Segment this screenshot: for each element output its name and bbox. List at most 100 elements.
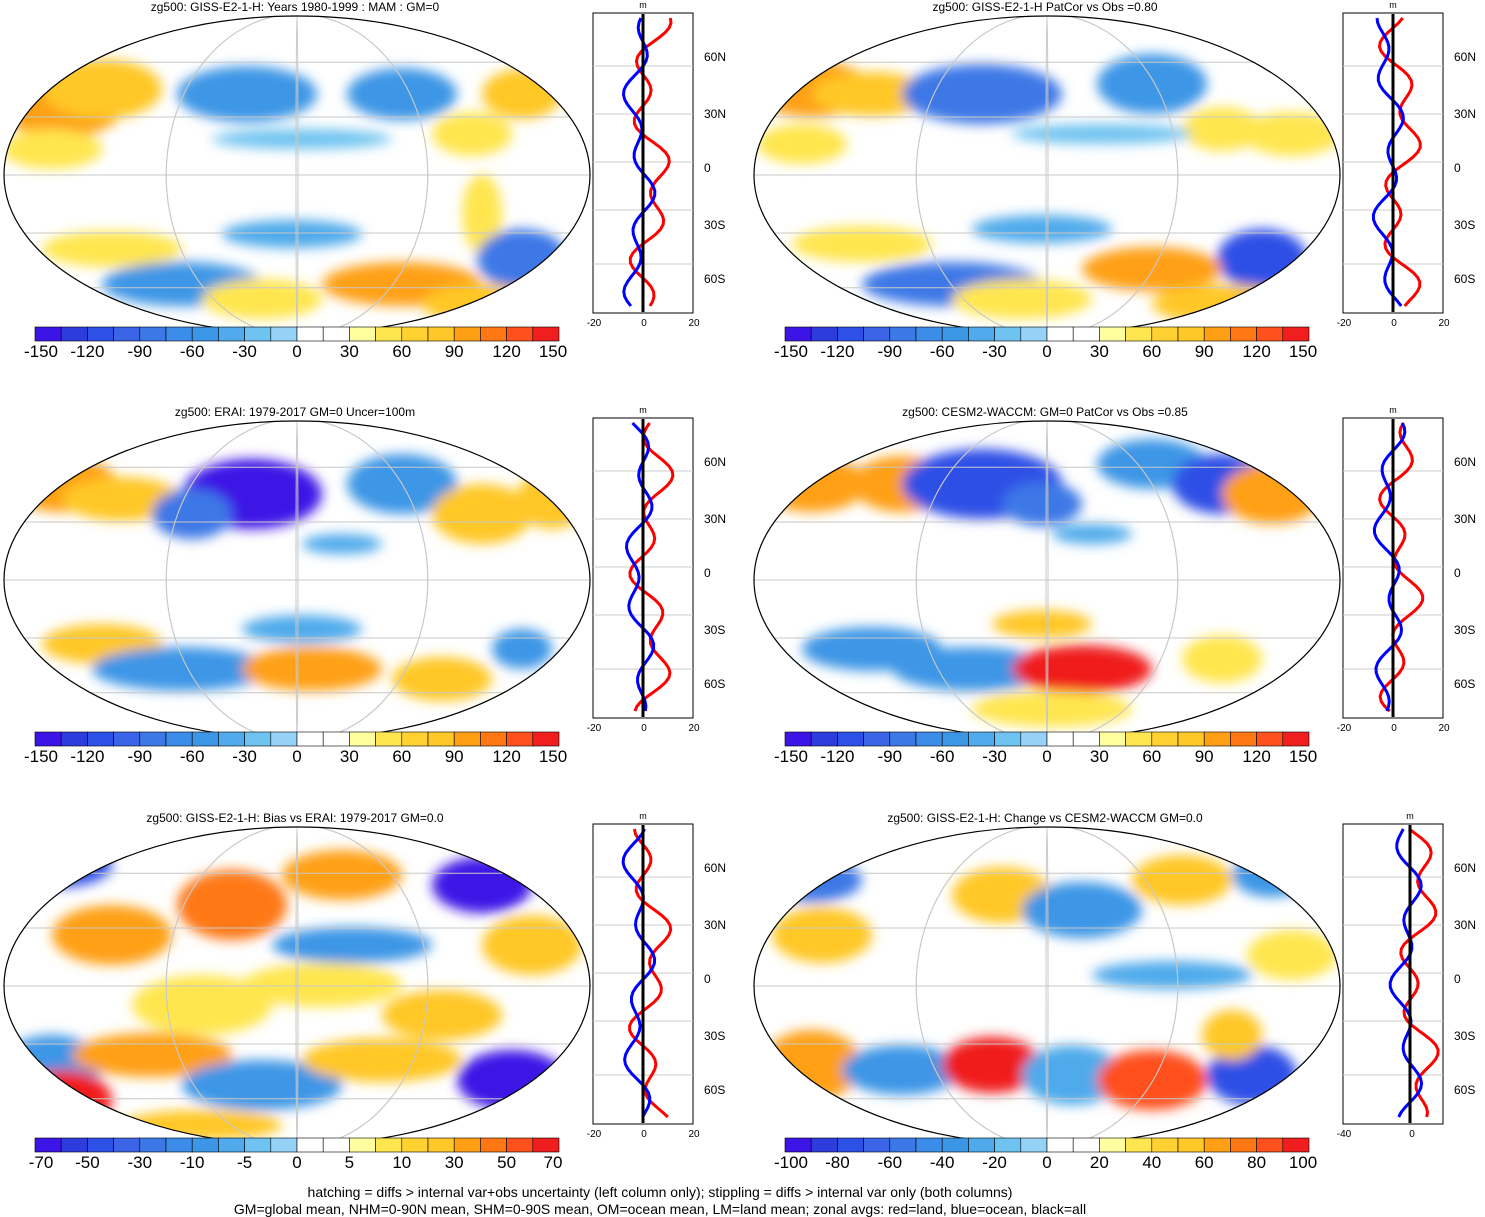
colorbar-swatch (218, 731, 245, 747)
colorbar-swatch (1177, 731, 1205, 747)
field-anomaly (62, 477, 182, 521)
field-anomaly (222, 220, 362, 248)
field-anomaly (52, 905, 172, 965)
colorbar-tick-label: 30 (339, 342, 359, 361)
colorbar-swatch (349, 731, 376, 747)
field-anomaly (462, 174, 502, 254)
colorbar-swatch (270, 731, 298, 747)
colorbar-swatch (480, 326, 507, 342)
zonal-x-tick-label: 0 (1409, 1129, 1415, 1140)
colorbar-tick-label: 120 (492, 342, 521, 361)
panel-title: zg500: GISS-E2-1-H: Years 1980-1999 : MA… (150, 0, 440, 14)
field-anomaly (1242, 112, 1340, 156)
colorbar-tick-label: 30 (1089, 747, 1109, 766)
colorbar-tick-label: 90 (444, 342, 464, 361)
colorbar-swatch (784, 326, 812, 342)
latitude-tick-label: 30N (1454, 512, 1477, 526)
colorbar-swatch (506, 1137, 534, 1153)
colorbar-swatch (1177, 1137, 1205, 1153)
colorbar-tick-label: -40 (929, 1153, 955, 1172)
colorbar-swatch (427, 326, 455, 342)
latitude-tick-label: 60S (1454, 272, 1476, 286)
zonal-x-tick-label: -20 (586, 1129, 602, 1140)
latitude-tick-label: 30N (1454, 107, 1477, 121)
colorbar-swatch (837, 326, 864, 342)
field-anomaly (757, 124, 847, 164)
colorbar-swatch (506, 731, 534, 747)
field-anomaly (1022, 882, 1142, 938)
colorbar-swatch (1151, 731, 1179, 747)
field-anomaly (972, 691, 1132, 727)
latitude-tick-label: 30N (704, 107, 727, 121)
colorbar-swatch (375, 326, 403, 342)
latitude-tick-label: 0 (704, 161, 711, 175)
colorbar-swatch (941, 1137, 969, 1153)
colorbar-swatch (480, 1137, 507, 1153)
colorbar-tick-label: 0 (292, 747, 302, 766)
zonal-mean-plot (1342, 823, 1444, 1125)
colorbar-swatch (113, 731, 141, 747)
colorbar-tick-label: 150 (1288, 747, 1318, 766)
colorbar-swatch (60, 1137, 88, 1153)
colorbar-swatch (60, 731, 88, 747)
latitude-tick-label: 60N (1454, 861, 1477, 875)
colorbar-swatch (453, 326, 481, 342)
colorbar-tick-label: -120 (820, 342, 855, 361)
field-anomaly (432, 484, 532, 544)
field-anomaly (1022, 1045, 1122, 1105)
colorbar-swatch (270, 1137, 298, 1153)
field-anomaly (182, 1060, 342, 1110)
colorbar-swatch (1046, 326, 1074, 342)
land-mean-line (1378, 422, 1425, 713)
colorbar-tick-label: -90 (877, 342, 903, 361)
latitude-tick-label: 60S (1454, 677, 1476, 691)
colorbar-swatch (165, 731, 193, 747)
colorbar-tick-label: -150 (773, 747, 809, 766)
zonal-unit-label: m (1406, 811, 1414, 821)
colorbar-tick-label: 70 (543, 1153, 563, 1172)
colorbar-tick-label: 60 (1142, 747, 1162, 766)
colorbar-swatch (34, 1137, 62, 1153)
world-map (753, 420, 1341, 740)
field-anomaly (132, 975, 272, 1035)
latitude-tick-label: 60S (704, 1083, 726, 1097)
colorbar-swatch (1046, 1137, 1074, 1153)
field-anomaly (1097, 1050, 1207, 1110)
latitude-tick-label: 30N (704, 918, 727, 932)
field-anomaly (772, 907, 872, 963)
colorbar-swatch (113, 1137, 141, 1153)
field-anomaly (1082, 247, 1222, 291)
field-anomaly (242, 615, 362, 643)
colorbar (784, 731, 1310, 747)
field-anomaly (302, 534, 382, 554)
colorbar-swatch (1125, 326, 1153, 342)
colorbar-swatch (191, 1137, 219, 1153)
colorbar-swatch (1151, 1137, 1179, 1153)
land-mean-line (628, 17, 673, 307)
latitude-tick-label: 30N (704, 512, 727, 526)
field-anomaly (282, 850, 402, 900)
colorbar-tick-label: 150 (1288, 342, 1318, 361)
field-anomaly (422, 284, 542, 324)
colorbar-tick-label: 50 (497, 1153, 517, 1172)
colorbar-swatch (1099, 1137, 1126, 1153)
colorbar-tick-label: 40 (1142, 1153, 1162, 1172)
field-anomaly (242, 963, 402, 1007)
colorbar-swatch (349, 326, 376, 342)
colorbar-tick-label: -60 (179, 747, 205, 766)
colorbar-swatch (1020, 1137, 1048, 1153)
colorbar (34, 731, 560, 747)
colorbar-swatch (296, 731, 324, 747)
colorbar-tick-label: -120 (70, 342, 105, 361)
colorbar-swatch (1125, 731, 1153, 747)
zonal-x-tick-label: -40 (1336, 1129, 1352, 1140)
field-anomaly (1202, 1010, 1262, 1060)
colorbar-swatch (889, 326, 917, 342)
ocean-mean-line (1372, 422, 1407, 712)
colorbar-swatch (322, 1137, 350, 1153)
colorbar-swatch (968, 326, 995, 342)
zonal-mean-plot (592, 417, 694, 719)
colorbar-swatch (784, 731, 812, 747)
colorbar-tick-label: 30 (444, 1153, 464, 1172)
ocean-mean-line (621, 828, 657, 1118)
